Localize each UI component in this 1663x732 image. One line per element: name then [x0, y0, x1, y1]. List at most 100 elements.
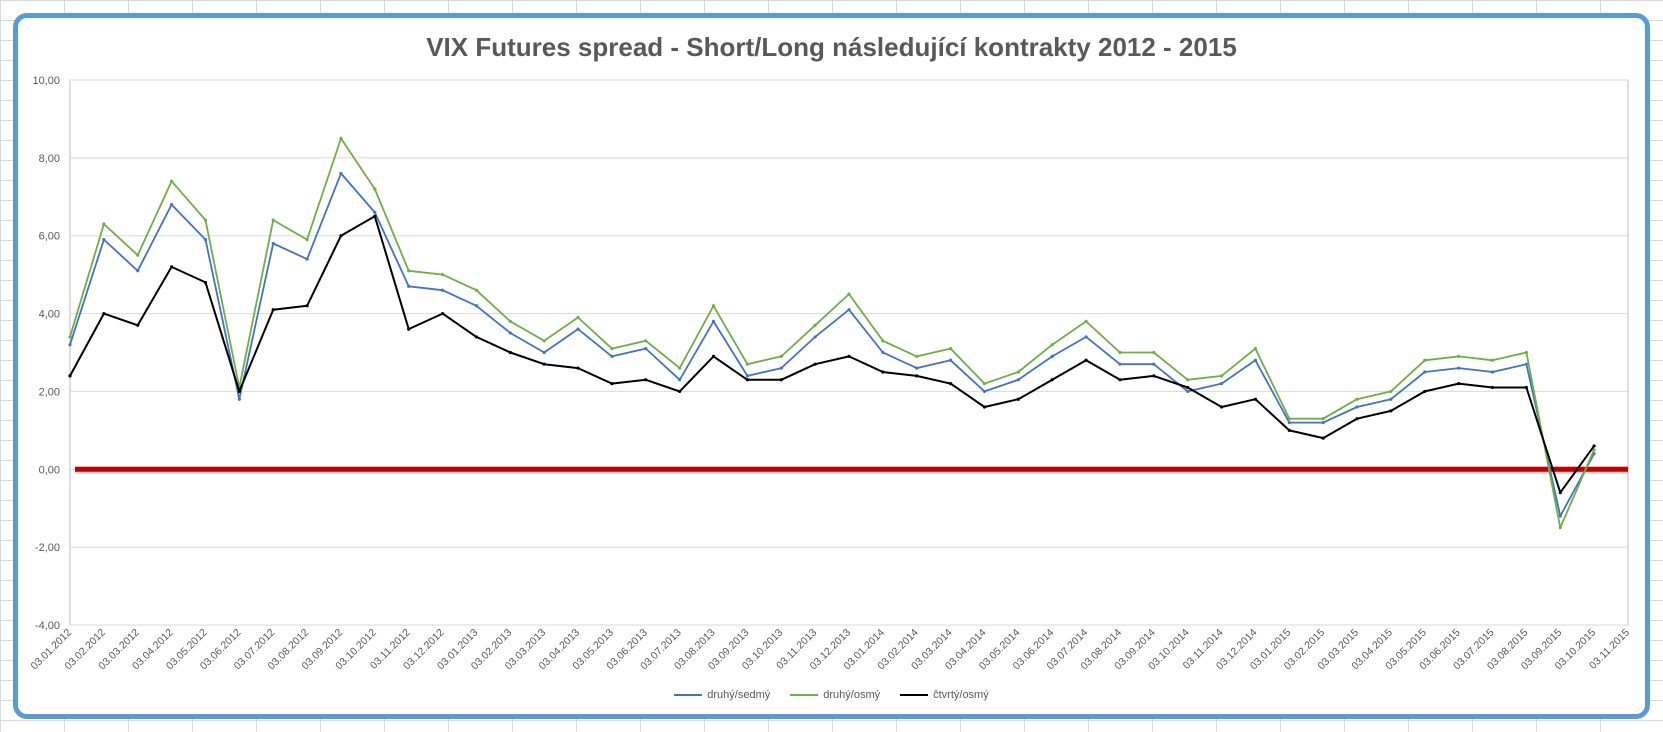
- series-point: [1219, 374, 1224, 378]
- series-point: [1016, 397, 1020, 401]
- series-point: [678, 378, 682, 382]
- series-point: [373, 187, 377, 191]
- series-point: [68, 343, 72, 347]
- series-point: [644, 378, 648, 382]
- series-point: [1050, 354, 1054, 358]
- series-point: [1592, 444, 1596, 448]
- series-point: [915, 366, 919, 370]
- series-point: [813, 362, 817, 366]
- series-point: [678, 389, 682, 394]
- series-point: [847, 354, 851, 358]
- series-point: [982, 382, 987, 386]
- legend-label: čtvrtý/osmý: [933, 689, 989, 701]
- y-tick-label: 8,00: [39, 153, 60, 165]
- y-tick-label: -4,00: [35, 620, 60, 632]
- series-point: [1423, 370, 1427, 374]
- series-point: [1592, 448, 1596, 452]
- series-point: [373, 210, 377, 214]
- series-point: [102, 311, 106, 316]
- series-point: [745, 374, 749, 378]
- series-point: [576, 327, 580, 331]
- series-point: [1016, 378, 1020, 382]
- series-point: [237, 389, 241, 394]
- series-point: [779, 354, 783, 358]
- series-point: [305, 238, 309, 242]
- series-point: [813, 323, 817, 327]
- series-point: [1050, 343, 1054, 347]
- series-point: [1457, 354, 1461, 358]
- series-point: [542, 362, 546, 366]
- series-point: [203, 218, 208, 222]
- series-point: [881, 339, 885, 343]
- legend-item: čtvrtý/osmý: [900, 689, 989, 701]
- chart-title: VIX Futures spread - Short/Long následuj…: [426, 32, 1237, 62]
- series-point: [881, 370, 885, 374]
- series-point: [136, 253, 140, 257]
- series-point: [711, 304, 716, 308]
- series-point: [1219, 405, 1224, 409]
- series-point: [373, 214, 377, 218]
- series-point: [1457, 366, 1461, 370]
- series-point: [237, 397, 241, 401]
- series-point: [1152, 374, 1156, 378]
- legend-label: druhý/osmý: [823, 689, 881, 701]
- series-point: [1355, 397, 1359, 401]
- series-point: [102, 238, 106, 242]
- series-point: [407, 327, 411, 331]
- series-point: [474, 335, 479, 339]
- series-point: [1186, 385, 1190, 390]
- series-point: [711, 319, 716, 323]
- series-point: [68, 335, 72, 339]
- series-point: [576, 315, 580, 320]
- series-point: [949, 347, 953, 351]
- series-point: [1457, 382, 1461, 386]
- series-point: [440, 311, 445, 316]
- y-tick-label: 6,00: [39, 231, 60, 243]
- series-point: [339, 234, 343, 238]
- plot-border: [69, 79, 1629, 626]
- series-point: [1524, 362, 1528, 366]
- series-point: [1490, 385, 1495, 390]
- series-point: [779, 378, 783, 382]
- series-point: [1321, 420, 1325, 425]
- series-point: [305, 257, 309, 261]
- series-point: [1118, 362, 1122, 366]
- series-point: [881, 350, 885, 355]
- series-point: [542, 339, 546, 343]
- legend-swatch: [790, 694, 819, 696]
- series-point: [678, 366, 682, 370]
- series-point: [407, 269, 411, 273]
- series-point: [576, 366, 580, 370]
- chart-area[interactable]: VIX Futures spread - Short/Long následuj…: [13, 13, 1650, 719]
- y-tick-label: 4,00: [39, 309, 60, 321]
- series-point: [68, 374, 72, 378]
- series-point: [644, 339, 648, 343]
- series-point: [949, 358, 953, 362]
- series-point: [136, 323, 140, 327]
- series-point: [1558, 526, 1562, 530]
- series-point: [1118, 350, 1122, 355]
- series-point: [1287, 417, 1291, 421]
- y-tick-label: 0,00: [39, 464, 60, 476]
- series-point: [982, 389, 987, 394]
- series-point: [508, 319, 512, 323]
- series-point: [1524, 385, 1528, 390]
- series-point: [1084, 358, 1088, 362]
- series-point: [1253, 358, 1258, 362]
- series-point: [271, 218, 275, 222]
- series-point: [1423, 358, 1427, 362]
- y-tick-label: -2,00: [35, 542, 60, 554]
- y-tick-label: 10,00: [32, 75, 60, 87]
- series-point: [644, 347, 648, 351]
- series-point: [407, 284, 411, 288]
- series-point: [982, 405, 987, 409]
- series-point: [1389, 389, 1393, 394]
- series-line: [69, 172, 1595, 517]
- series-point: [847, 308, 851, 312]
- series-point: [1186, 389, 1190, 394]
- series-point: [305, 304, 309, 308]
- series-point: [1490, 358, 1495, 362]
- y-tick-label: 2,00: [39, 386, 60, 398]
- series-point: [339, 136, 343, 140]
